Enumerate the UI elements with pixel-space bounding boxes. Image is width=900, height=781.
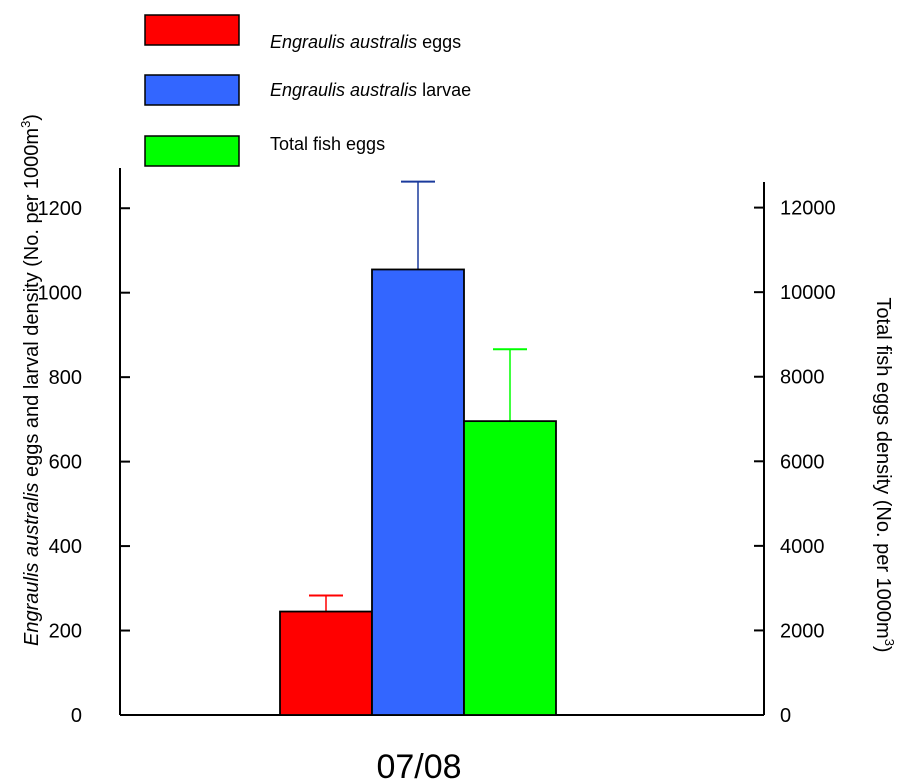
left-axis: 0 200 400 600 800 1000 1200 (38, 168, 130, 727)
right-tick-label: 2000 (780, 620, 825, 642)
right-axis: 0 2000 4000 6000 8000 10000 12000 (754, 182, 836, 727)
legend-label-larvae-plain: larvae (417, 80, 471, 100)
left-tick-label: 800 (49, 367, 82, 389)
right-tick-label: 12000 (780, 198, 836, 220)
legend: Engraulis australis eggs Engraulis austr… (144, 14, 471, 167)
right-tick-label: 8000 (780, 367, 825, 389)
right-axis-title-sup: 3 (882, 639, 897, 646)
legend-label-larvae: Engraulis australis larvae (270, 80, 471, 100)
right-tick-label: 10000 (780, 282, 836, 304)
left-tick-label: 400 (49, 536, 82, 558)
legend-label-eggs-plain: eggs (417, 32, 461, 52)
legend-swatch-total (144, 135, 240, 167)
legend-label-total: Total fish eggs (270, 134, 385, 154)
right-axis-title: Total fish eggs density (No. per 1000m3) (872, 297, 897, 652)
left-tick-label: 600 (49, 452, 82, 474)
left-axis-title-end: ) (21, 114, 43, 121)
left-tick-label: 200 (49, 621, 82, 643)
legend-label-eggs-italic: Engraulis australis (270, 32, 417, 52)
legend-swatch-eggs (144, 14, 240, 46)
left-axis-title: Engraulis australis eggs and larval dens… (18, 114, 43, 646)
legend-label-eggs: Engraulis australis eggs (270, 32, 461, 52)
legend-label-larvae-italic: Engraulis australis (270, 80, 417, 100)
left-tick-label: 1200 (38, 198, 83, 220)
right-tick-label: 0 (780, 705, 791, 727)
left-axis-title-italic: Engraulis australis (21, 483, 43, 646)
legend-swatch-larvae (144, 74, 240, 106)
left-axis-title-sup: 3 (18, 121, 33, 128)
right-tick-label: 6000 (780, 451, 825, 473)
right-axis-title-plain: Total fish eggs density (No. per 1000m (872, 297, 894, 638)
bar (371, 268, 465, 716)
left-tick-label: 1000 (38, 283, 83, 305)
bar (463, 420, 557, 716)
right-tick-label: 4000 (780, 536, 825, 558)
right-axis-ticks: 0 2000 4000 6000 8000 10000 12000 (754, 198, 836, 727)
left-tick-label: 0 (71, 705, 82, 727)
left-axis-ticks: 0 200 400 600 800 1000 1200 (38, 198, 130, 727)
right-axis-title-end: ) (872, 646, 894, 653)
left-axis-title-plain: eggs and larval density (No. per 1000m (21, 128, 43, 483)
bar (279, 610, 373, 716)
bars-group (279, 180, 557, 716)
category-label: 07/08 (376, 748, 461, 781)
